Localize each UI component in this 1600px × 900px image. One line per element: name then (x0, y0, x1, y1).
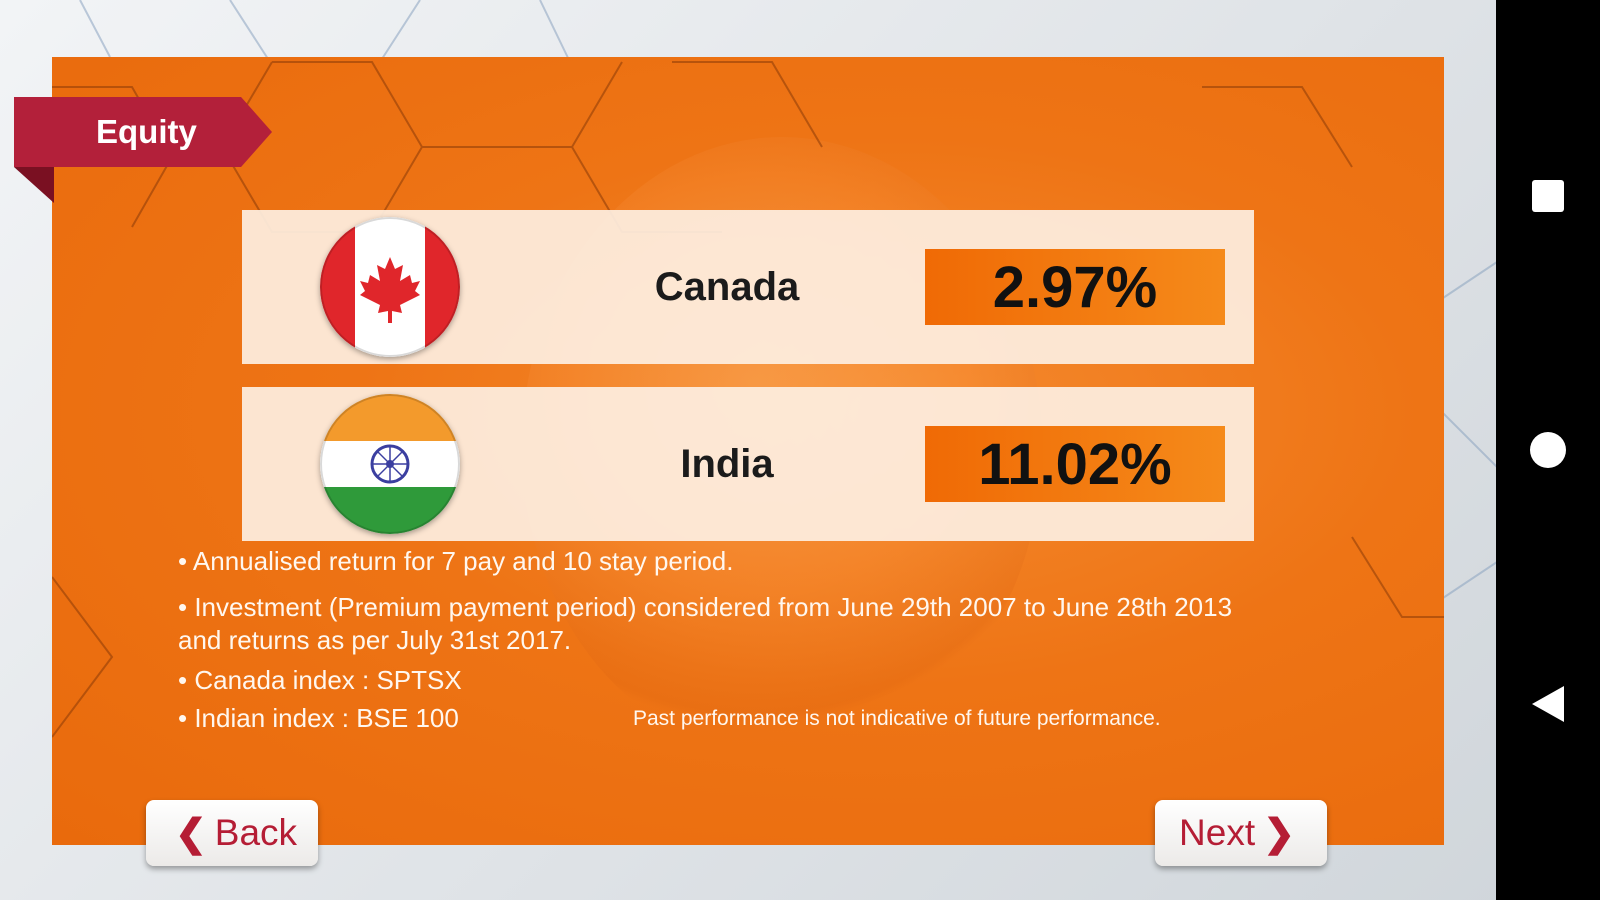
return-value: 2.97% (925, 249, 1225, 325)
chevron-left-icon: ❮ (174, 812, 207, 855)
note-item: • Annualised return for 7 pay and 10 sta… (178, 546, 734, 576)
note-item: • Investment (Premium payment period) co… (178, 592, 1233, 655)
system-back-button[interactable] (1496, 674, 1600, 734)
section-title: Equity (96, 113, 197, 150)
circle-icon (1530, 432, 1566, 468)
back-button[interactable]: ❮ Back (146, 800, 318, 866)
next-button-label: Next (1179, 812, 1256, 853)
note-item: • Indian index : BSE 100 (178, 703, 459, 733)
disclaimer-text: Past performance is not indicative of fu… (633, 707, 1161, 730)
ribbon-fold (14, 167, 54, 203)
return-value: 11.02% (925, 426, 1225, 502)
return-row-canada: Canada 2.97% (242, 210, 1254, 364)
system-nav-bar (1496, 0, 1600, 900)
canada-flag-icon (320, 217, 460, 357)
home-button[interactable] (1496, 420, 1600, 480)
next-button[interactable]: Next ❯ (1155, 800, 1327, 866)
recents-button[interactable] (1496, 166, 1600, 226)
back-button-label: Back (214, 812, 298, 853)
section-ribbon: Equity (14, 97, 272, 167)
country-name: India (680, 441, 774, 486)
note-item: • Canada index : SPTSX (178, 665, 462, 695)
return-row-india: India 11.02% (242, 387, 1254, 541)
triangle-back-icon (1532, 686, 1564, 722)
chevron-right-icon: ❯ (1263, 812, 1295, 855)
country-name: Canada (654, 264, 800, 309)
india-flag-icon (320, 394, 460, 534)
square-icon (1532, 180, 1564, 212)
